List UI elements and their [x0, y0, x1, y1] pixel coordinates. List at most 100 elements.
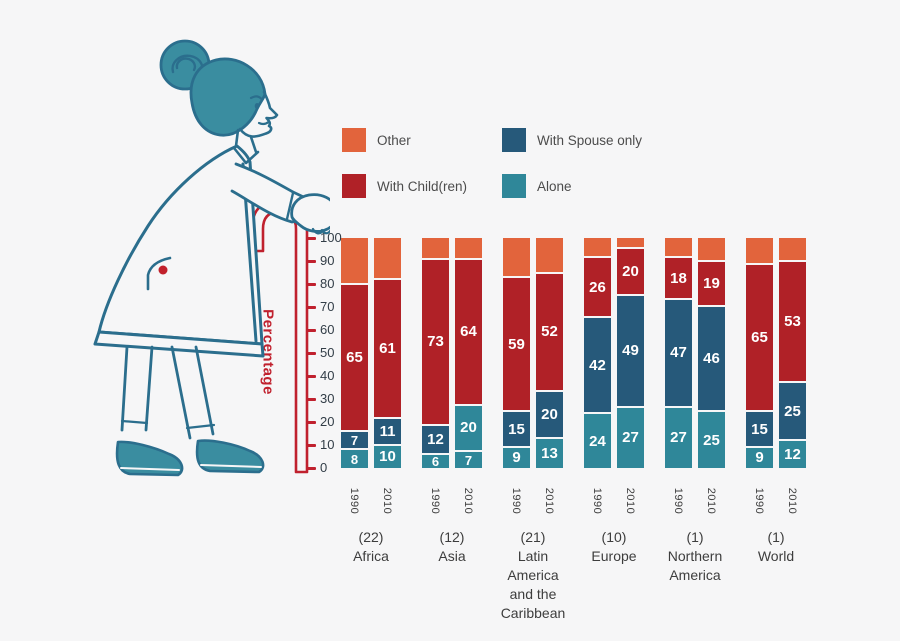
segment-value: 9 — [512, 449, 521, 467]
segment-value: 19 — [703, 275, 720, 293]
segment-value: 61 — [379, 340, 396, 358]
bar-group-asia: 6 12 73 7 20 64 1990 2010 (12) Asia — [422, 238, 482, 566]
hand-fingers — [311, 227, 330, 235]
segment-value: 42 — [589, 356, 606, 374]
group-label: (1) Northern America — [657, 528, 733, 585]
legend-label: Alone — [537, 178, 572, 194]
year-label: 1990 — [348, 487, 361, 515]
axis-tick-label: 70 — [320, 299, 335, 314]
axis-tick-label: 40 — [320, 368, 335, 383]
year-cell: 1990 — [422, 484, 449, 518]
bar-segment-alone: 13 — [536, 438, 563, 468]
stacked-bar-chart: 8 7 65 10 11 61 1990 2010 (22) Africa 6 12 73 7 20 64 19… — [341, 238, 806, 622]
group-label: (22) Africa — [333, 528, 409, 566]
legend-label: With Spouse only — [537, 132, 643, 148]
axis-tick — [307, 443, 316, 447]
group-name: Latin America and the Caribbean — [500, 547, 566, 621]
elderly-woman-illustration — [93, 39, 330, 477]
group-count: (10) — [601, 529, 627, 545]
bar-segment-alone: 24 — [584, 414, 611, 468]
eyebrow — [249, 95, 263, 100]
years-row: 1990 2010 — [665, 484, 725, 518]
bar-segment-alone: 6 — [422, 453, 449, 469]
group-name: World — [757, 547, 795, 564]
year-cell: 2010 — [617, 484, 644, 518]
bar-segment-child: 59 — [503, 278, 530, 411]
segment-value: 73 — [427, 333, 444, 351]
segment-value: 59 — [508, 335, 525, 353]
axis-tick-label: 60 — [320, 322, 335, 337]
bar-segment-other — [455, 238, 482, 259]
bar-segment-spouse: 11 — [374, 418, 401, 444]
bar-segment-alone: 9 — [503, 447, 530, 468]
years-row: 1990 2010 — [584, 484, 644, 518]
segment-value: 8 — [350, 451, 359, 467]
axis-tick-label: 80 — [320, 276, 335, 291]
bar-group-africa: 8 7 65 10 11 61 1990 2010 (22) Africa — [341, 238, 401, 566]
eye — [254, 103, 260, 109]
group-count: (21) — [520, 529, 546, 545]
legend: Other With Spouse only With Child(ren) Alon… — [342, 128, 742, 198]
bar-segment-child: 61 — [374, 280, 401, 417]
bar-segment-other — [374, 238, 401, 279]
axis-tick — [307, 282, 316, 286]
right-shoe — [195, 439, 265, 474]
axis-tick — [307, 466, 316, 470]
bar-segment-alone: 9 — [746, 447, 773, 468]
bar-segment-alone: 10 — [374, 445, 401, 468]
year-label: 2010 — [381, 487, 394, 515]
bar-segment-other — [779, 238, 806, 261]
legend-item-with-spouse-only: With Spouse only — [502, 128, 742, 152]
stacked-bar-2010: 25 46 19 — [698, 238, 725, 468]
legend-swatch-other — [342, 128, 366, 152]
bar-segment-child: 65 — [341, 284, 368, 431]
group-name: Asia — [438, 547, 466, 564]
left-shoe — [115, 440, 184, 477]
legend-swatch-with-child-ren — [342, 174, 366, 198]
years-row: 1990 2010 — [422, 484, 482, 518]
sleeve-cuff — [285, 191, 295, 221]
segment-value: 20 — [622, 262, 639, 280]
bar-segment-other — [584, 238, 611, 256]
segment-value: 53 — [784, 313, 801, 331]
year-cell: 1990 — [746, 484, 773, 518]
year-label: 2010 — [462, 487, 475, 515]
bar-segment-other — [665, 238, 692, 256]
bar-segment-spouse: 25 — [779, 383, 806, 440]
bar-segment-other — [698, 238, 725, 261]
bar-group-europe: 24 42 26 27 49 20 1990 2010 (10) Europe — [584, 238, 644, 566]
bar-segment-other — [536, 238, 563, 272]
axis-tick — [307, 351, 316, 355]
segment-value: 11 — [379, 422, 396, 440]
segment-value: 15 — [751, 420, 768, 438]
stacked-bar-1990: 24 42 26 — [584, 238, 611, 468]
segment-value: 27 — [622, 429, 639, 447]
year-label: 1990 — [753, 487, 766, 515]
bar-segment-spouse: 49 — [617, 295, 644, 406]
year-cell: 2010 — [374, 484, 401, 518]
legend-swatch-with-spouse-only — [502, 128, 526, 152]
year-cell: 1990 — [341, 484, 368, 518]
bar-segment-child: 53 — [779, 262, 806, 382]
year-label: 1990 — [510, 487, 523, 515]
bars-row: 9 15 59 13 20 52 — [503, 238, 563, 468]
year-cell: 2010 — [779, 484, 806, 518]
year-label: 1990 — [429, 487, 442, 515]
segment-value: 25 — [784, 402, 801, 420]
right-ankle-line — [185, 423, 216, 430]
stacked-bar-1990: 9 15 65 — [746, 238, 773, 468]
segment-value: 65 — [751, 328, 768, 346]
bars-row: 6 12 73 7 20 64 — [422, 238, 482, 468]
stacked-bar-1990: 27 47 18 — [665, 238, 692, 468]
segment-value: 15 — [508, 420, 525, 438]
segment-value: 65 — [346, 349, 363, 367]
bar-segment-child: 19 — [698, 262, 725, 305]
right-shoe-sole — [200, 464, 262, 468]
segment-value: 6 — [431, 453, 440, 469]
segment-value: 10 — [379, 448, 396, 466]
left-shoe-sole — [120, 467, 180, 471]
bar-segment-other — [422, 238, 449, 259]
stacked-bar-1990: 9 15 59 — [503, 238, 530, 468]
bars-row: 9 15 65 12 25 53 — [746, 238, 806, 468]
